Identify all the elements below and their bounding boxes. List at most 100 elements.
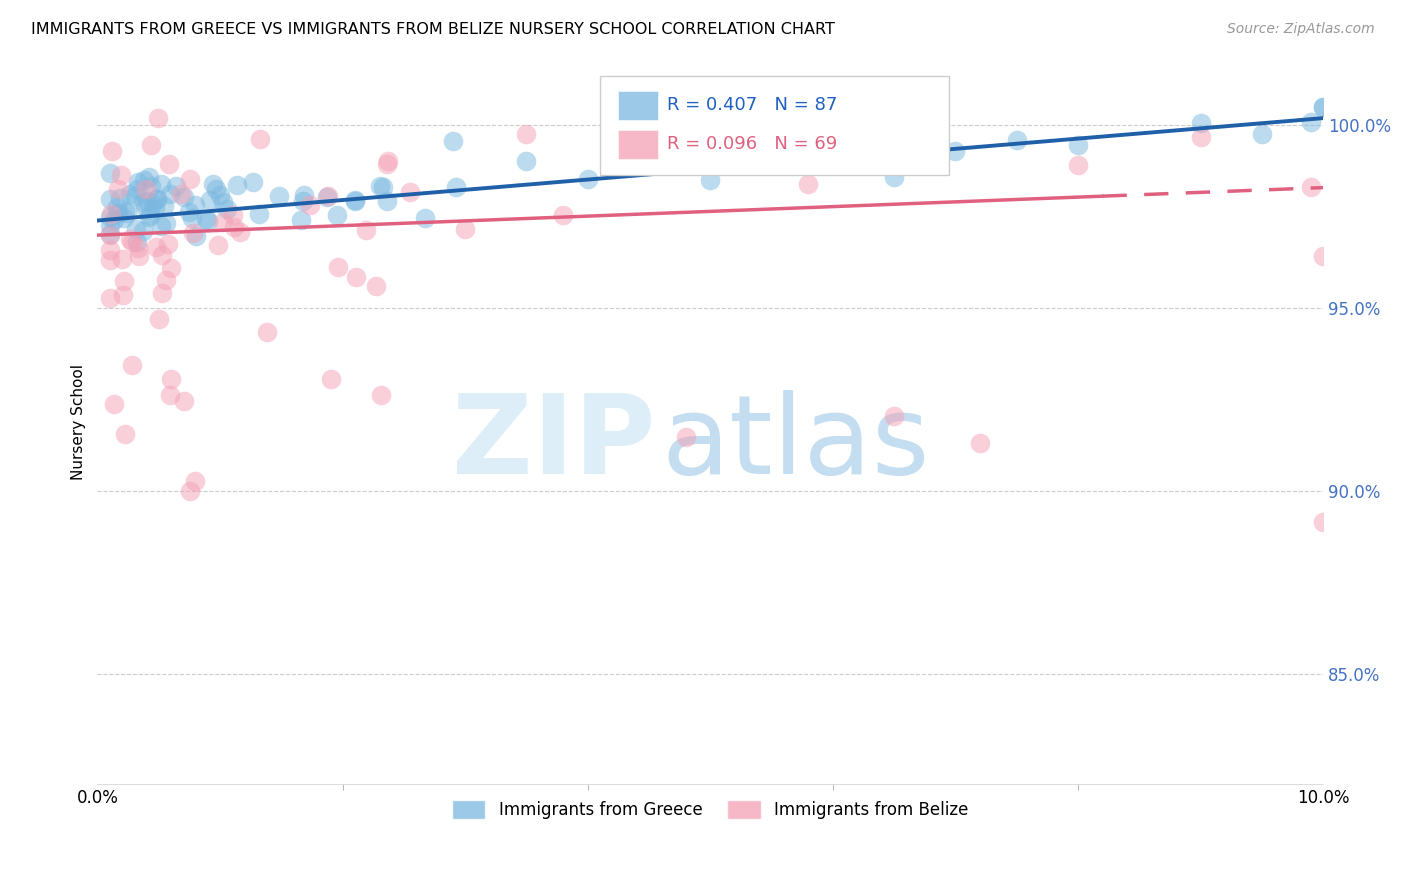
Point [413,211,436,225]
Point [98,211,121,225]
Point [515,128,537,142]
Point [821,139,844,153]
Text: R = 0.096   N = 69: R = 0.096 N = 69 [668,136,838,153]
Y-axis label: Nursery School: Nursery School [72,364,86,480]
Point [326,208,349,222]
FancyBboxPatch shape [619,91,658,120]
Point [256,325,278,339]
Point [125,222,148,236]
Point [98,192,121,206]
Point [155,216,177,230]
Point [146,192,169,206]
Point [576,172,599,186]
Point [135,182,157,196]
Point [181,226,204,240]
Point [128,249,150,263]
Point [98,291,121,305]
Point [444,180,467,194]
Point [121,358,143,372]
Point [107,182,129,196]
Point [156,237,179,252]
Point [373,179,395,194]
Point [316,189,339,203]
Point [150,248,173,262]
Point [110,252,132,267]
Point [98,219,121,233]
Point [98,252,121,267]
Point [159,187,181,202]
Point [155,273,177,287]
Point [165,178,187,193]
Point [114,204,136,219]
Point [1312,100,1334,114]
Point [354,222,377,236]
Point [110,168,132,182]
Point [111,287,134,301]
Point [883,169,905,184]
Point [1312,249,1334,263]
Point [98,166,121,180]
Point [170,186,193,201]
Point [197,213,219,227]
Point [141,178,163,193]
Point [173,189,195,203]
Point [98,227,121,241]
Point [134,172,156,186]
Point [221,208,243,222]
Point [1250,127,1272,141]
Point [343,193,366,207]
Point [132,224,155,238]
Text: R = 0.407   N = 87: R = 0.407 N = 87 [668,96,838,114]
Point [242,175,264,189]
Point [127,241,149,255]
Point [1189,115,1212,129]
Point [103,213,125,227]
Point [138,210,160,224]
Point [249,131,271,145]
Point [945,144,967,158]
Point [1067,138,1090,153]
Point [399,185,422,199]
Point [247,207,270,221]
Point [138,170,160,185]
Point [969,435,991,450]
Point [1299,115,1322,129]
Point [290,212,312,227]
Point [184,228,207,243]
Point [267,189,290,203]
Point [108,191,131,205]
Point [217,202,239,217]
Text: ZIP: ZIP [451,390,655,497]
Point [139,208,162,222]
Point [124,189,146,203]
Point [299,197,322,211]
Point [224,219,246,234]
Point [375,194,398,208]
Point [209,188,232,202]
Point [600,128,623,143]
Point [370,388,392,402]
Point [115,206,138,220]
Point [515,153,537,168]
Point [797,177,820,191]
Point [134,200,156,214]
Point [121,235,143,249]
Point [344,194,367,208]
Point [143,201,166,215]
Point [375,157,398,171]
Point [205,182,228,196]
Point [724,120,747,135]
Point [132,195,155,210]
Point [179,204,201,219]
Point [377,153,399,168]
Point [125,181,148,195]
Point [761,128,783,142]
Point [127,235,149,250]
Point [292,194,315,209]
Point [149,177,172,191]
Point [638,135,661,149]
Legend: Immigrants from Greece, Immigrants from Belize: Immigrants from Greece, Immigrants from … [446,794,976,826]
Point [101,145,124,159]
Point [159,387,181,401]
Point [1189,129,1212,144]
